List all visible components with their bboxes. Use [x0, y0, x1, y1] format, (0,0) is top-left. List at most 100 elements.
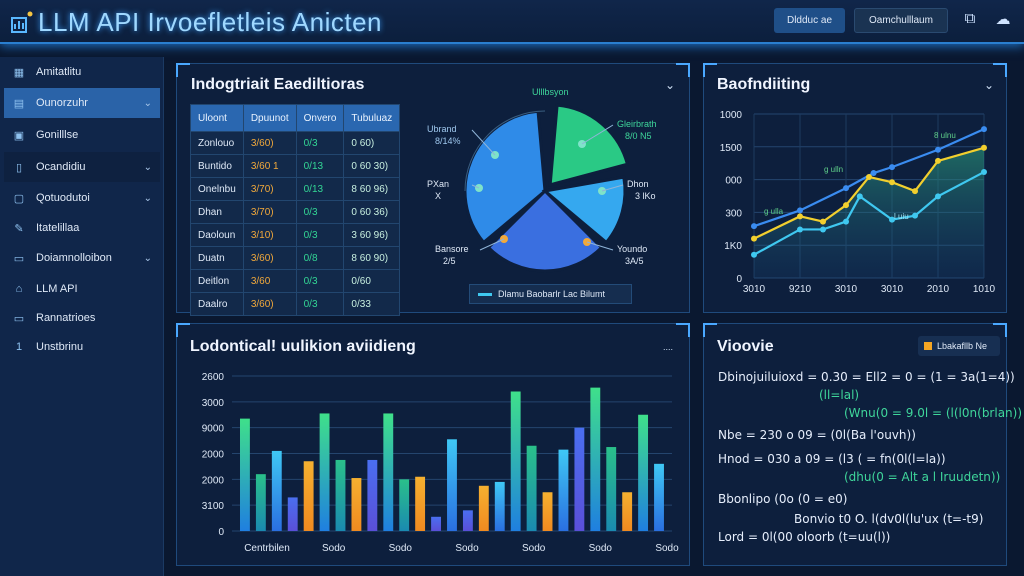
bar[interactable]	[447, 439, 457, 531]
data-point[interactable]	[912, 188, 918, 195]
header-button-primary[interactable]: Dldduc ae	[774, 8, 845, 33]
bar[interactable]	[303, 461, 314, 531]
data-point[interactable]	[843, 202, 849, 209]
bar[interactable]	[462, 510, 473, 531]
data-point[interactable]	[820, 226, 826, 233]
sidebar-item[interactable]: 1 Unstbrinu	[4, 332, 160, 362]
sidebar-item[interactable]: ▦ Amitatlitu	[4, 57, 160, 87]
bar[interactable]	[526, 445, 537, 531]
line-annotation: g ulln	[824, 165, 843, 174]
data-point[interactable]	[889, 179, 895, 186]
data-point[interactable]	[912, 212, 918, 219]
bar[interactable]	[240, 418, 250, 531]
data-point[interactable]	[751, 251, 757, 258]
data-point[interactable]	[889, 164, 895, 171]
bar[interactable]	[574, 427, 585, 531]
data-point[interactable]	[751, 223, 757, 230]
bar[interactable]	[622, 492, 633, 531]
chevron-down-icon[interactable]: ⌄	[983, 78, 994, 92]
data-point[interactable]	[981, 144, 987, 151]
y-tick-label: 1K0	[724, 241, 742, 252]
sidebar-item[interactable]: ▭ Doiamnolloibon ⌄	[4, 243, 160, 273]
pie-value-label: X	[435, 191, 441, 201]
table-cell: 3/60 1	[242, 154, 297, 178]
data-point[interactable]	[843, 185, 849, 192]
table-cell: 0 60)	[343, 131, 401, 155]
bar[interactable]	[494, 481, 505, 531]
data-point[interactable]	[820, 218, 826, 225]
chevron-down-icon[interactable]: ⌄	[664, 78, 675, 92]
x-tick-label: 2010	[927, 284, 950, 295]
bar[interactable]	[478, 485, 489, 531]
sidebar-item[interactable]: ⌂ LLM API	[4, 274, 160, 304]
column-header[interactable]: Dpuunot	[242, 104, 297, 132]
bar[interactable]	[590, 387, 601, 531]
bar-panel-title: Lodontical! uulikion aviidieng	[190, 338, 416, 355]
bar[interactable]	[654, 463, 664, 531]
bar[interactable]	[510, 391, 521, 532]
data-point[interactable]	[889, 216, 895, 223]
bar[interactable]	[606, 447, 617, 531]
data-point[interactable]	[866, 173, 872, 180]
bar[interactable]	[542, 492, 553, 531]
x-tick-label: Sodo	[589, 543, 613, 554]
x-tick-label: 3010	[881, 284, 904, 295]
sidebar-item-label: Amitatlitu	[36, 66, 82, 78]
sidebar-item-label: Unstbrinu	[36, 341, 84, 353]
data-point[interactable]	[843, 218, 849, 225]
sidebar-item[interactable]: ▭ Rannatrioes	[4, 303, 160, 333]
data-point[interactable]	[870, 170, 877, 177]
sidebar-item[interactable]: ▤ Ounorzuhr ⌄	[4, 88, 160, 118]
chevron-down-icon[interactable]: ⌄	[143, 161, 152, 173]
bar[interactable]	[431, 516, 441, 531]
data-point[interactable]	[981, 169, 987, 176]
window-icon[interactable]: ⧉	[964, 10, 976, 27]
column-header[interactable]: Onvero	[295, 104, 345, 132]
bar[interactable]	[367, 459, 378, 531]
bar[interactable]	[415, 476, 426, 531]
table-row: Daalro 3/60) 0/3 0/33	[190, 292, 401, 316]
app-logo-icon	[11, 11, 33, 33]
chevron-down-icon[interactable]: ⌄	[143, 97, 152, 109]
sidebar-item[interactable]: ▣ Gonilllse	[4, 120, 160, 150]
pie-slice[interactable]	[486, 188, 604, 273]
pie-slice[interactable]	[548, 103, 630, 187]
data-point[interactable]	[751, 235, 757, 242]
sidebar-item[interactable]: ✎ Itatelillaa	[4, 213, 160, 243]
data-point[interactable]	[856, 193, 863, 200]
chevron-down-icon[interactable]: ⌄	[143, 252, 152, 264]
bar[interactable]	[638, 414, 649, 531]
bar[interactable]	[255, 474, 266, 531]
data-point[interactable]	[935, 157, 941, 164]
table-panel-title: Indogtriait Eaediltioras	[191, 76, 365, 93]
bar[interactable]	[335, 459, 346, 531]
more-menu-icon[interactable]: ....	[662, 342, 673, 352]
data-point[interactable]	[797, 207, 803, 214]
y-tick-label: 0	[218, 527, 224, 538]
pie-label: Bansore	[435, 244, 469, 254]
formula-badge[interactable]: Lbakafllb Ne	[918, 336, 1000, 356]
data-point[interactable]	[935, 146, 941, 153]
header-button-secondary[interactable]: Oamchulllaum	[854, 8, 948, 33]
data-point[interactable]	[935, 193, 941, 200]
y-tick-label: 1500	[720, 143, 743, 154]
pie-legend: Dlamu Baobarlr Lac Bilumt	[469, 284, 632, 304]
data-point[interactable]	[981, 126, 987, 133]
sidebar-item[interactable]: ▯ Ocandidiu ⌄	[4, 152, 160, 182]
badge-label: Lbakafllb Ne	[937, 341, 988, 351]
bar[interactable]	[319, 413, 330, 531]
bar[interactable]	[399, 479, 410, 531]
cloud-icon[interactable]: ☁	[995, 11, 1011, 28]
bar[interactable]	[287, 497, 298, 531]
column-header[interactable]: Uloont	[190, 104, 244, 132]
bar[interactable]	[351, 478, 362, 531]
column-header[interactable]: Tubuluaz	[343, 104, 401, 132]
data-point[interactable]	[797, 226, 803, 233]
chevron-down-icon[interactable]: ⌄	[143, 192, 152, 204]
sidebar-item[interactable]: ▢ Qotuodutoi ⌄	[4, 183, 160, 213]
bar[interactable]	[558, 449, 569, 531]
bar[interactable]	[271, 450, 282, 531]
table-cell: 0/3	[295, 292, 345, 316]
data-point[interactable]	[797, 213, 803, 220]
bar[interactable]	[383, 413, 394, 531]
